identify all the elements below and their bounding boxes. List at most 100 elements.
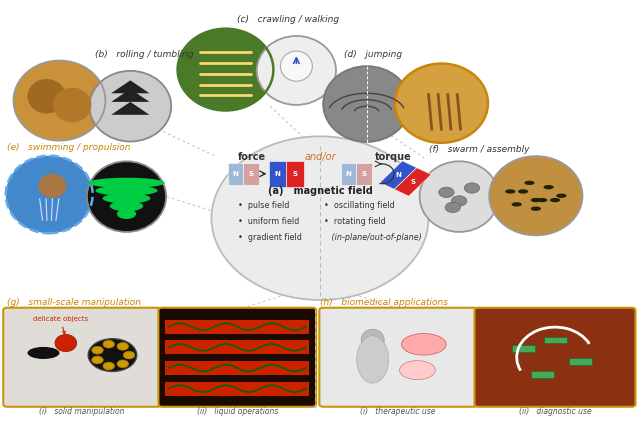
Bar xyxy=(228,162,243,185)
FancyBboxPatch shape xyxy=(3,308,161,407)
Ellipse shape xyxy=(556,194,566,198)
Ellipse shape xyxy=(6,156,93,233)
Bar xyxy=(543,337,566,343)
Ellipse shape xyxy=(211,137,429,300)
Ellipse shape xyxy=(102,193,150,203)
Ellipse shape xyxy=(38,174,67,198)
Text: delicate objects: delicate objects xyxy=(33,316,88,334)
Text: (a)   magnetic field: (a) magnetic field xyxy=(268,186,372,196)
Ellipse shape xyxy=(124,351,135,359)
Ellipse shape xyxy=(87,161,166,232)
Ellipse shape xyxy=(257,36,336,105)
Ellipse shape xyxy=(401,334,446,355)
Ellipse shape xyxy=(103,362,115,370)
Text: •  gradient field: • gradient field xyxy=(238,232,302,241)
Text: •  uniform field: • uniform field xyxy=(238,217,300,226)
Bar xyxy=(394,168,431,196)
Ellipse shape xyxy=(465,183,479,193)
Text: •  pulse field: • pulse field xyxy=(238,201,290,210)
Ellipse shape xyxy=(117,209,136,219)
Ellipse shape xyxy=(28,347,60,359)
Text: N: N xyxy=(233,171,239,177)
Text: S: S xyxy=(248,171,253,177)
Text: torque: torque xyxy=(374,152,411,162)
Text: S: S xyxy=(362,171,367,177)
Ellipse shape xyxy=(452,196,467,206)
Ellipse shape xyxy=(90,71,172,142)
Ellipse shape xyxy=(489,156,582,235)
Ellipse shape xyxy=(445,202,461,213)
Text: (i)   solid manipulation: (i) solid manipulation xyxy=(40,407,125,416)
FancyBboxPatch shape xyxy=(319,308,477,407)
Ellipse shape xyxy=(395,64,488,143)
Ellipse shape xyxy=(543,185,554,189)
Ellipse shape xyxy=(117,343,129,350)
Bar xyxy=(269,161,286,187)
Ellipse shape xyxy=(117,360,129,368)
Bar xyxy=(356,162,372,185)
Ellipse shape xyxy=(323,66,410,142)
Ellipse shape xyxy=(280,51,312,81)
Bar xyxy=(166,340,309,354)
Text: (c)   crawling / walking: (c) crawling / walking xyxy=(237,15,339,24)
Text: N: N xyxy=(275,171,280,177)
Text: force: force xyxy=(237,152,266,162)
Ellipse shape xyxy=(505,189,515,194)
Ellipse shape xyxy=(511,202,522,206)
Text: and/or: and/or xyxy=(304,152,336,162)
Text: (d)   jumping: (d) jumping xyxy=(344,50,402,59)
Bar xyxy=(569,358,592,365)
Ellipse shape xyxy=(518,189,528,194)
Ellipse shape xyxy=(55,334,77,352)
Text: S: S xyxy=(292,171,298,177)
Ellipse shape xyxy=(92,346,103,354)
FancyBboxPatch shape xyxy=(474,308,636,407)
Text: (f)   swarm / assembly: (f) swarm / assembly xyxy=(429,145,529,154)
Ellipse shape xyxy=(356,336,388,383)
Ellipse shape xyxy=(524,181,534,185)
Text: •  rotating field: • rotating field xyxy=(324,217,385,226)
Polygon shape xyxy=(111,80,150,93)
Ellipse shape xyxy=(53,88,92,122)
Text: (ii)   liquid operations: (ii) liquid operations xyxy=(196,407,278,416)
Ellipse shape xyxy=(88,178,165,188)
Text: N: N xyxy=(396,172,401,178)
Bar xyxy=(243,162,259,185)
Bar xyxy=(166,382,309,396)
Ellipse shape xyxy=(88,339,137,372)
Ellipse shape xyxy=(109,201,143,211)
Text: (b)   rolling / tumbling: (b) rolling / tumbling xyxy=(95,50,194,59)
Ellipse shape xyxy=(103,340,115,348)
Bar xyxy=(286,161,304,187)
Bar xyxy=(531,371,554,378)
Text: (h)   biomedical applications: (h) biomedical applications xyxy=(320,298,448,307)
Ellipse shape xyxy=(531,206,541,211)
Text: (i)   therapeutic use: (i) therapeutic use xyxy=(360,407,436,416)
Ellipse shape xyxy=(361,329,384,351)
Text: •  oscillating field: • oscillating field xyxy=(324,201,395,210)
Text: (e)   swimming / propulsion: (e) swimming / propulsion xyxy=(7,143,131,152)
Ellipse shape xyxy=(13,60,106,141)
Polygon shape xyxy=(111,89,150,102)
Bar xyxy=(511,345,534,352)
Text: (g)   small-scale manipulation: (g) small-scale manipulation xyxy=(7,298,141,307)
Ellipse shape xyxy=(399,361,435,380)
Text: N: N xyxy=(346,171,351,177)
Ellipse shape xyxy=(420,161,499,232)
Ellipse shape xyxy=(28,79,66,114)
Polygon shape xyxy=(111,102,150,115)
FancyBboxPatch shape xyxy=(159,308,316,407)
Bar xyxy=(341,162,356,185)
Ellipse shape xyxy=(550,198,560,202)
Ellipse shape xyxy=(92,356,103,364)
Bar xyxy=(166,361,309,375)
Ellipse shape xyxy=(95,185,157,196)
Bar xyxy=(166,320,309,334)
Text: (ii)   diagnostic use: (ii) diagnostic use xyxy=(518,407,591,416)
Ellipse shape xyxy=(537,198,547,202)
Ellipse shape xyxy=(439,187,454,197)
Bar xyxy=(380,161,417,189)
Text: S: S xyxy=(410,179,415,185)
Ellipse shape xyxy=(531,198,541,202)
Text: (in-plane/out-of-plane): (in-plane/out-of-plane) xyxy=(324,232,422,241)
